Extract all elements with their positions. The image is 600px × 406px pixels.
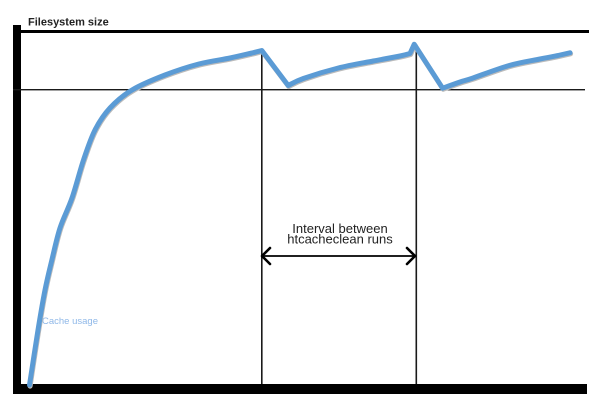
svg-text:Filesystem size: Filesystem size bbox=[28, 17, 109, 29]
svg-text:Cache usage: Cache usage bbox=[42, 316, 98, 327]
svg-text:htcacheclean runs: htcacheclean runs bbox=[287, 232, 393, 247]
